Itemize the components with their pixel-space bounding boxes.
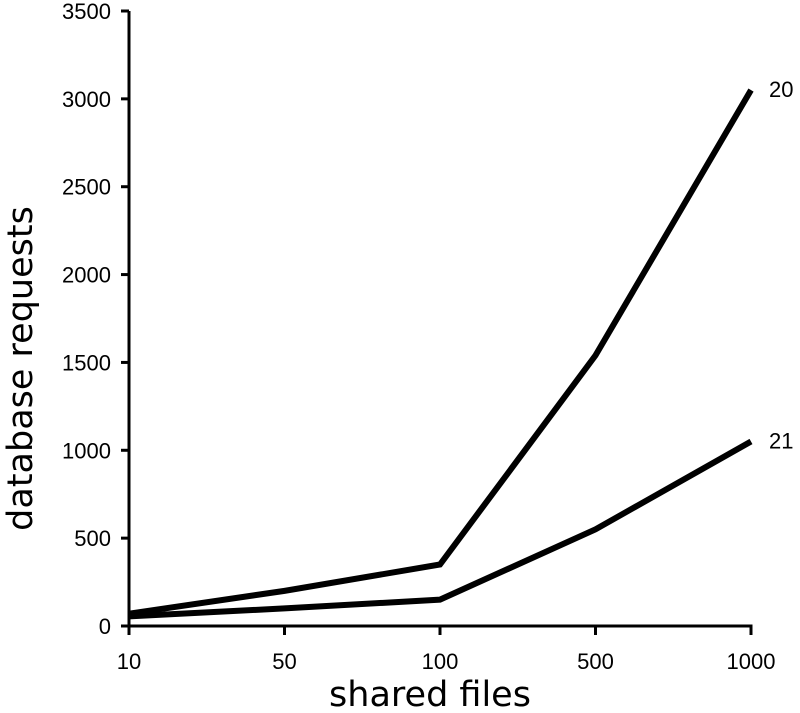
series-label-20: 20 bbox=[769, 77, 793, 102]
y-tick-label: 500 bbox=[74, 526, 111, 551]
x-tick-label: 10 bbox=[117, 649, 141, 674]
axes bbox=[127, 11, 753, 628]
x-tick-label: 1000 bbox=[727, 649, 776, 674]
y-tick-label: 2000 bbox=[62, 263, 111, 288]
series-label-21: 21 bbox=[769, 429, 793, 454]
y-tick-label: 1500 bbox=[62, 350, 111, 375]
y-tick-label: 1000 bbox=[62, 438, 111, 463]
series-line-20 bbox=[128, 88, 754, 617]
y-tick-label: 2500 bbox=[62, 175, 111, 200]
x-axis-title: shared files bbox=[329, 675, 531, 713]
x-tick-label: 100 bbox=[422, 649, 459, 674]
y-tick-label: 3000 bbox=[62, 87, 111, 112]
series-lines bbox=[128, 88, 754, 620]
y-tick-label: 3500 bbox=[62, 0, 111, 24]
x-tick-label: 500 bbox=[577, 649, 614, 674]
y-tick-label: 0 bbox=[99, 614, 111, 639]
series-line-21 bbox=[128, 438, 753, 620]
y-axis-ticks: 0 500 1000 1500 2000 2500 3000 3500 bbox=[62, 0, 129, 639]
x-tick-label: 50 bbox=[272, 649, 296, 674]
y-axis-title: database requests bbox=[1, 206, 41, 531]
x-axis-ticks: 10 50 100 500 1000 bbox=[117, 626, 776, 674]
